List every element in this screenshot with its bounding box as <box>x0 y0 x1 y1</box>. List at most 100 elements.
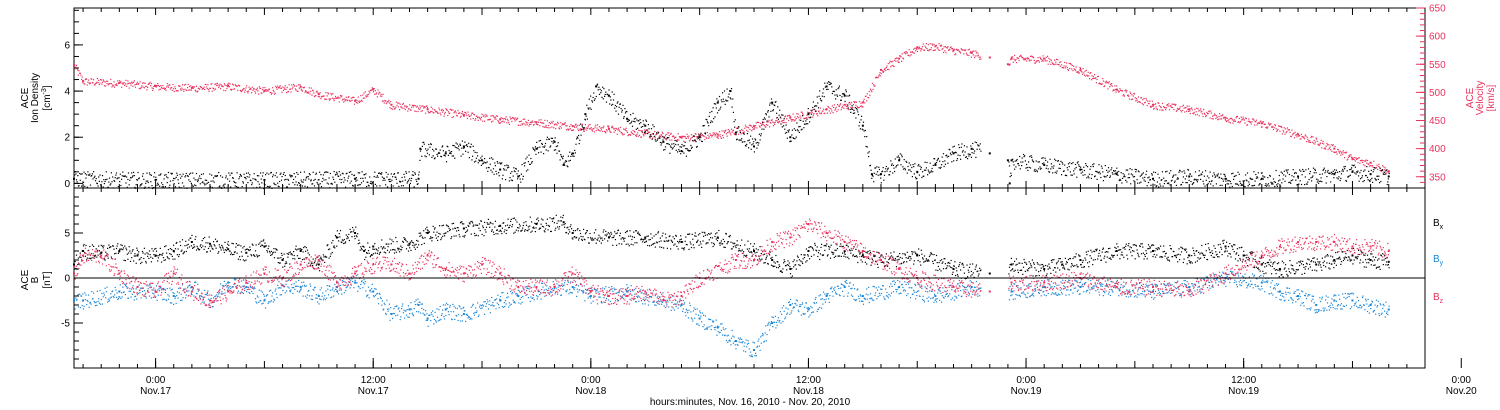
point-bx-13 <box>299 250 302 252</box>
velocity-tick-label-6: 650 <box>1429 4 1446 15</box>
field-axis-title-1: ACE <box>20 269 31 290</box>
point-density-8 <box>481 159 484 162</box>
density-axis-ticks: 0 2 4 6 <box>64 9 83 190</box>
point-bz-15 <box>335 281 338 284</box>
point-by-53 <box>1315 304 1318 306</box>
point-bz-26 <box>535 286 538 288</box>
point-bz-32 <box>644 290 647 293</box>
point-density-15 <box>584 113 587 116</box>
date-tick-label-1: Nov.17 <box>358 386 389 397</box>
point-bz-42 <box>843 241 846 243</box>
date-tick-label-6: Nov.20 <box>1446 386 1477 397</box>
point-by-39 <box>861 295 864 297</box>
density-axis-title-2: Ion Density <box>30 73 41 123</box>
time-tick-label-1: 12:00 <box>361 375 386 386</box>
point-bz-57 <box>1278 245 1281 248</box>
velocity-axis-unit: [km/s] <box>1486 84 1497 111</box>
series-bz-detail <box>74 218 1390 308</box>
point-velocity-15 <box>535 121 538 124</box>
point-density-13 <box>562 163 565 166</box>
point-by-21 <box>462 313 465 315</box>
point-bx-55 <box>1387 260 1390 263</box>
point-bz-3 <box>118 272 121 275</box>
point-bz-37 <box>753 259 756 261</box>
point-bx-1 <box>82 250 85 252</box>
point-density-41 <box>1006 159 1009 162</box>
point-bx-32 <box>789 268 792 270</box>
point-density-47 <box>1151 177 1154 180</box>
point-density-5 <box>419 147 422 150</box>
point-velocity-6 <box>263 89 266 92</box>
point-by-23 <box>517 295 520 297</box>
point-bz-48 <box>988 290 991 293</box>
point-by-7 <box>227 281 230 284</box>
point-density-3 <box>354 177 357 180</box>
velocity-tick-label-5: 600 <box>1429 32 1446 43</box>
point-velocity-10 <box>372 88 375 91</box>
point-by-0 <box>73 299 75 302</box>
point-density-53 <box>1351 170 1354 173</box>
point-velocity-36 <box>1115 88 1118 91</box>
point-bz-27 <box>553 286 556 288</box>
footer-caption: hours:minutes, Nov. 16, 2010 - Nov. 20, … <box>650 397 851 408</box>
point-by-19 <box>426 317 429 320</box>
point-by-29 <box>680 304 683 306</box>
point-bz-39 <box>789 236 792 239</box>
point-bz-63 <box>1387 250 1390 252</box>
point-bz-30 <box>607 295 610 297</box>
point-bz-9 <box>227 290 230 293</box>
point-by-22 <box>499 299 502 302</box>
legend-bz: Bz <box>1433 292 1444 305</box>
point-by-36 <box>807 308 810 311</box>
point-bz-19 <box>408 272 411 275</box>
point-density-46 <box>1115 173 1118 176</box>
point-density-42 <box>1008 182 1011 185</box>
point-by-45 <box>1079 286 1082 288</box>
field-axis-ticks: -5 0 5 <box>61 196 83 360</box>
field-data <box>73 214 1390 358</box>
point-by-37 <box>825 295 828 297</box>
series-density-detail <box>74 81 1390 190</box>
point-bx-2 <box>100 251 103 254</box>
point-bx-8 <box>209 242 212 245</box>
density-tick-label-2: 4 <box>64 87 70 98</box>
legend-bx: Bx <box>1433 218 1444 231</box>
point-by-18 <box>417 304 420 306</box>
point-density-34 <box>879 173 882 176</box>
point-bx-53 <box>1351 254 1354 257</box>
point-velocity-14 <box>499 118 502 121</box>
field-axis-unit: [nT] <box>42 271 53 288</box>
point-density-6 <box>444 152 447 155</box>
point-density-54 <box>1369 173 1372 176</box>
point-density-48 <box>1188 175 1191 178</box>
point-bx-29 <box>716 236 719 239</box>
point-by-54 <box>1333 299 1336 302</box>
point-density-35 <box>898 159 901 162</box>
point-bz-23 <box>481 263 484 266</box>
point-bx-42 <box>1061 263 1064 266</box>
point-bx-31 <box>771 259 774 261</box>
point-bz-52 <box>1115 286 1118 288</box>
point-density-40 <box>988 152 991 155</box>
point-velocity-31 <box>988 56 991 59</box>
velocity-tick-label-3: 500 <box>1429 88 1446 99</box>
legend-by: By <box>1433 254 1444 267</box>
point-bz-4 <box>136 286 139 288</box>
point-velocity-5 <box>227 85 230 88</box>
point-bx-12 <box>281 259 284 261</box>
point-bx-40 <box>1010 263 1013 266</box>
field-tick-label-0: -5 <box>61 319 70 330</box>
point-density-4 <box>417 177 420 180</box>
point-bx-0 <box>73 263 75 266</box>
point-bx-23 <box>535 223 538 225</box>
point-velocity-29 <box>952 49 955 52</box>
point-density-49 <box>1224 177 1227 180</box>
field-axis-title-2: B <box>30 276 41 283</box>
point-bx-43 <box>1079 259 1082 261</box>
point-velocity-39 <box>1224 116 1227 119</box>
velocity-tick-label-2: 450 <box>1429 116 1446 127</box>
point-density-31 <box>843 94 846 97</box>
date-tick-label-5: Nov.19 <box>1228 386 1259 397</box>
point-velocity-37 <box>1151 103 1154 106</box>
point-bx-21 <box>462 227 465 230</box>
